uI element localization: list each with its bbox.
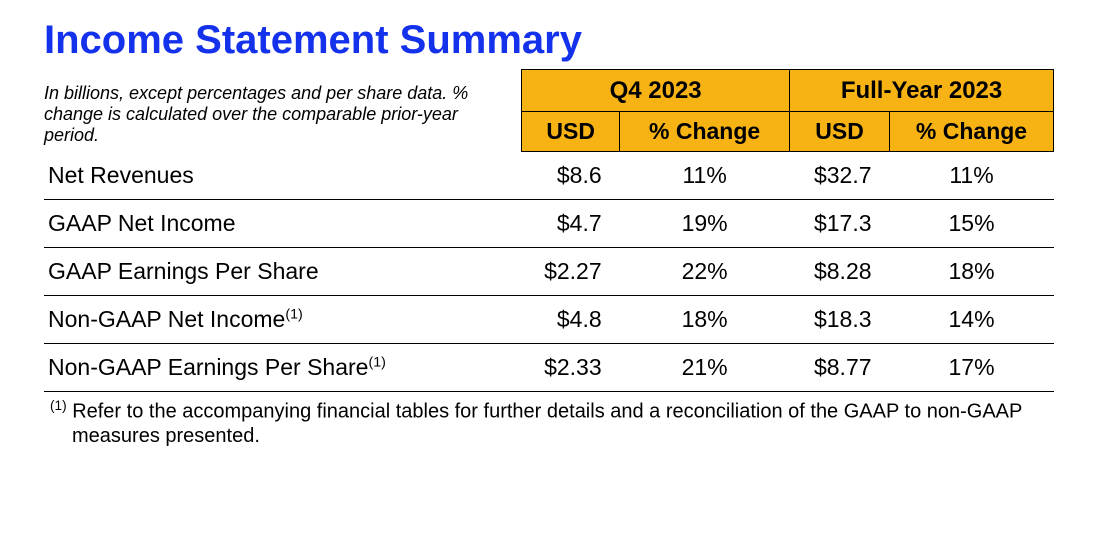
table-row: Non-GAAP Earnings Per Share(1)$2.3321%$8…: [44, 344, 1054, 392]
table-row: Net Revenues$8.611%$32.711%: [44, 152, 1054, 200]
row-label: GAAP Earnings Per Share: [44, 248, 522, 296]
cell-chg2: 17%: [890, 344, 1054, 392]
column-header-usd-fullyear: USD: [790, 112, 890, 152]
footnote-ref: (1): [285, 306, 302, 322]
column-group-header-q4: Q4 2023: [522, 70, 790, 112]
cell-usd1: $4.8: [522, 296, 620, 344]
cell-chg1: 19%: [620, 200, 790, 248]
cell-chg1: 22%: [620, 248, 790, 296]
row-label: Net Revenues: [44, 152, 522, 200]
cell-usd1: $4.7: [522, 200, 620, 248]
cell-usd2: $18.3: [790, 296, 890, 344]
income-statement-table: In billions, except percentages and per …: [44, 69, 1054, 392]
footnote-marker: (1): [50, 398, 67, 413]
column-header-change-fullyear: % Change: [890, 112, 1054, 152]
row-label: Non-GAAP Net Income(1): [44, 296, 522, 344]
table-row: GAAP Net Income$4.719%$17.315%: [44, 200, 1054, 248]
cell-chg2: 11%: [890, 152, 1054, 200]
cell-usd2: $8.28: [790, 248, 890, 296]
cell-chg2: 18%: [890, 248, 1054, 296]
cell-chg2: 14%: [890, 296, 1054, 344]
footnote: (1) Refer to the accompanying financial …: [44, 398, 1054, 448]
cell-chg1: 18%: [620, 296, 790, 344]
cell-usd2: $17.3: [790, 200, 890, 248]
cell-usd1: $2.33: [522, 344, 620, 392]
cell-usd2: $8.77: [790, 344, 890, 392]
page-title: Income Statement Summary: [44, 18, 1064, 63]
column-header-change-q4: % Change: [620, 112, 790, 152]
cell-chg1: 11%: [620, 152, 790, 200]
cell-usd2: $32.7: [790, 152, 890, 200]
cell-usd1: $2.27: [522, 248, 620, 296]
row-label: Non-GAAP Earnings Per Share(1): [44, 344, 522, 392]
column-group-header-fullyear: Full-Year 2023: [790, 70, 1054, 112]
column-header-usd-q4: USD: [522, 112, 620, 152]
row-label: GAAP Net Income: [44, 200, 522, 248]
cell-usd1: $8.6: [522, 152, 620, 200]
footnote-ref: (1): [368, 354, 385, 370]
cell-chg1: 21%: [620, 344, 790, 392]
table-note: In billions, except percentages and per …: [44, 70, 522, 152]
table-row: Non-GAAP Net Income(1)$4.818%$18.314%: [44, 296, 1054, 344]
cell-chg2: 15%: [890, 200, 1054, 248]
footnote-text: Refer to the accompanying financial tabl…: [72, 401, 1022, 447]
table-row: GAAP Earnings Per Share$2.2722%$8.2818%: [44, 248, 1054, 296]
